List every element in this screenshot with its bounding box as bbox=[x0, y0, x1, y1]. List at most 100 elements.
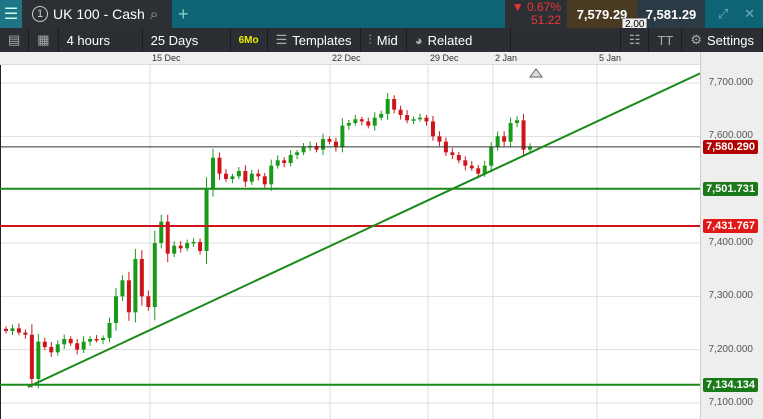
bearish-candle bbox=[456, 154, 461, 161]
bearish-candle bbox=[262, 176, 267, 185]
bullish-candle bbox=[113, 296, 118, 323]
bearish-candle bbox=[424, 117, 429, 122]
level-price-badge: 7,501.731 bbox=[703, 181, 758, 196]
date-tick-label: 22 Dec bbox=[332, 53, 361, 63]
bullish-candle bbox=[236, 170, 241, 177]
sliders-icon: ☰ bbox=[275, 32, 288, 47]
bearish-candle bbox=[223, 173, 228, 179]
candlestick-chart[interactable] bbox=[0, 0, 700, 419]
price-axis[interactable]: 7,700.000 7,600.000 7,400.000 7,300.000 7,20… bbox=[700, 52, 763, 419]
indicator-icon[interactable]: ☷ bbox=[621, 28, 650, 52]
bullish-candle bbox=[269, 165, 274, 185]
bearish-candle bbox=[366, 121, 371, 126]
toolbar-spacer bbox=[511, 28, 621, 52]
settings-label: Settings bbox=[707, 32, 754, 48]
bearish-candle bbox=[126, 280, 131, 313]
bullish-candle bbox=[495, 136, 500, 147]
bullish-candle bbox=[275, 160, 280, 166]
bullish-candle bbox=[249, 173, 254, 182]
layout-icon[interactable]: ▦ bbox=[29, 28, 59, 52]
price-type-label: Mid bbox=[376, 32, 398, 48]
bullish-candle bbox=[120, 280, 125, 297]
bullish-candle bbox=[62, 338, 67, 345]
related-icon: ◕ bbox=[414, 32, 423, 48]
bearish-candle bbox=[23, 332, 28, 335]
bullish-candle bbox=[508, 122, 513, 142]
price-tick-label: 7,400.000 bbox=[708, 236, 754, 248]
sell-price-button[interactable]: 7,579.29 bbox=[567, 0, 637, 28]
bullish-candle bbox=[411, 119, 416, 121]
change-points: 51.22 bbox=[530, 13, 561, 27]
bullish-candle bbox=[152, 242, 157, 307]
bullish-candle bbox=[55, 344, 60, 353]
bearish-candle bbox=[256, 173, 261, 177]
price-change: ▼ 0.67% 51.22 bbox=[505, 0, 567, 28]
bearish-candle bbox=[49, 346, 54, 353]
bullish-candle bbox=[133, 258, 138, 313]
bullish-candle bbox=[340, 125, 345, 147]
tab-number: 1 bbox=[32, 6, 48, 22]
templates-label: Templates bbox=[292, 32, 352, 48]
candles-icon: ⫶ bbox=[368, 32, 372, 47]
bullish-candle bbox=[301, 146, 306, 153]
six-month-label: 6Mo bbox=[238, 34, 259, 46]
bullish-candle bbox=[159, 221, 164, 243]
bearish-candle bbox=[314, 145, 319, 150]
bullish-candle bbox=[418, 117, 423, 120]
related-button[interactable]: ◕ Related bbox=[407, 28, 511, 52]
bearish-candle bbox=[405, 114, 410, 121]
close-icon[interactable]: ✕ bbox=[744, 6, 756, 21]
price-type-button[interactable]: ⫶ Mid bbox=[361, 28, 407, 52]
bearish-candle bbox=[4, 328, 8, 331]
bullish-candle bbox=[88, 338, 93, 342]
six-month-button[interactable]: 6Mo bbox=[231, 28, 268, 52]
bearish-candle bbox=[463, 160, 468, 166]
date-tick-label: 2 Jan bbox=[495, 53, 518, 63]
bearish-candle bbox=[68, 338, 73, 344]
instrument-tab[interactable]: 1 UK 100 - Cash ⌕ bbox=[22, 0, 172, 28]
list-icon[interactable]: ▤ bbox=[0, 28, 30, 52]
bullish-candle bbox=[204, 189, 209, 251]
bearish-candle bbox=[146, 296, 151, 307]
current-price-badge: 7,580.290 bbox=[703, 139, 758, 154]
font-size-label: TT bbox=[657, 32, 674, 48]
bearish-candle bbox=[359, 119, 364, 122]
bullish-candle bbox=[489, 146, 494, 166]
level-price-badge: 7,134.134 bbox=[703, 377, 758, 392]
bullish-candle bbox=[482, 165, 487, 174]
search-icon[interactable]: ⌕ bbox=[149, 5, 159, 23]
bearish-candle bbox=[75, 343, 80, 350]
date-tick-label: 15 Dec bbox=[152, 53, 181, 63]
font-size-button[interactable]: TT bbox=[649, 28, 683, 52]
hamburger-icon[interactable]: ☰ bbox=[0, 0, 22, 28]
interval-select[interactable]: 4 hours bbox=[59, 28, 143, 52]
bullish-candle bbox=[379, 113, 384, 118]
related-label: Related bbox=[427, 32, 473, 48]
bullish-candle bbox=[346, 122, 351, 126]
bullish-candle bbox=[36, 341, 41, 379]
price-tick-label: 7,700.000 bbox=[708, 77, 754, 88]
bearish-candle bbox=[94, 338, 99, 341]
instrument-name: UK 100 - Cash bbox=[53, 6, 145, 22]
buy-price-button[interactable]: 7,581.29 bbox=[637, 0, 705, 28]
bearish-candle bbox=[165, 221, 170, 254]
bullish-candle bbox=[515, 120, 520, 123]
bearish-candle bbox=[16, 328, 21, 333]
chart-toolbar: ▤ ▦ 4 hours 25 Days 6Mo ☰ Templates ⫶ Mid … bbox=[0, 28, 763, 52]
price-tick-label: 7,300.000 bbox=[708, 290, 754, 302]
range-label: 25 Days bbox=[150, 32, 199, 48]
title-bar: ☰ 1 UK 100 - Cash ⌕ + ▼ 0.67% 51.22 7,57… bbox=[0, 0, 763, 31]
bullish-candle bbox=[288, 154, 293, 163]
range-select[interactable]: 25 Days bbox=[143, 28, 231, 52]
expand-icon[interactable]: ⤢ bbox=[717, 6, 729, 21]
price-tick-label: 7,200.000 bbox=[708, 343, 754, 355]
bearish-candle bbox=[198, 241, 203, 251]
templates-button[interactable]: ☰ Templates bbox=[268, 28, 361, 52]
bullish-candle bbox=[172, 245, 177, 254]
level-price-badge: 7,431.767 bbox=[703, 219, 758, 234]
plus-icon[interactable]: + bbox=[178, 3, 189, 24]
change-percent: ▼ 0.67% bbox=[511, 0, 561, 14]
bearish-candle bbox=[502, 136, 507, 142]
date-tick-label: 5 Jan bbox=[599, 53, 622, 63]
bullish-candle bbox=[101, 337, 106, 341]
